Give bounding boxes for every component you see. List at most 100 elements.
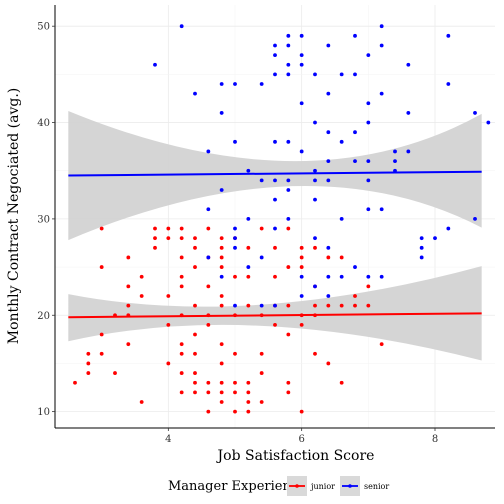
data-point-junior [259, 400, 264, 404]
data-point-junior [219, 400, 224, 404]
data-point-junior [273, 274, 277, 279]
x-ticks: 4 6 8 [165, 428, 438, 445]
data-point-junior [299, 265, 304, 269]
data-point-senior [233, 139, 237, 144]
data-point-junior [286, 303, 291, 308]
data-point-junior [139, 274, 144, 279]
data-point-senior [326, 91, 331, 96]
data-point-senior [206, 255, 211, 260]
data-point-junior [166, 294, 171, 298]
trend-lines [68, 170, 482, 319]
data-point-senior [313, 120, 317, 125]
data-point-junior [219, 245, 224, 250]
data-point-senior [379, 43, 384, 48]
data-point-senior [406, 111, 411, 115]
data-point-senior [446, 226, 451, 231]
data-point-senior [366, 120, 371, 125]
data-point-senior [419, 236, 424, 241]
confidence-bands [68, 110, 482, 361]
legend-key-senior [340, 476, 360, 496]
data-point-junior [259, 371, 264, 375]
data-point-senior [246, 168, 251, 173]
data-point-junior [113, 371, 117, 375]
data-point-junior [73, 380, 77, 385]
data-point-junior [193, 265, 197, 269]
y-ticks: 10 20 30 40 50 [37, 22, 55, 418]
data-point-senior [366, 159, 371, 163]
data-point-senior [286, 43, 291, 48]
data-point-junior [166, 361, 171, 366]
data-point-junior [246, 390, 251, 395]
data-point-senior [393, 149, 397, 154]
data-point-junior [166, 226, 171, 231]
data-point-junior [299, 255, 304, 260]
data-point-junior [339, 303, 344, 308]
data-point-senior [353, 265, 357, 269]
data-point-senior [273, 303, 277, 308]
data-point-junior [166, 236, 171, 241]
data-point-junior [313, 303, 317, 308]
data-point-junior [326, 303, 331, 308]
y-tick-label: 40 [37, 118, 50, 129]
data-point-junior [193, 351, 197, 356]
data-point-senior [246, 265, 251, 269]
data-point-junior [86, 351, 91, 356]
data-point-junior [219, 236, 224, 241]
data-point-junior [246, 245, 251, 250]
data-point-senior [353, 33, 357, 38]
data-point-senior [233, 303, 237, 308]
x-axis-label: Job Satisfaction Score [216, 448, 375, 464]
data-point-junior [299, 322, 304, 327]
data-point-junior [139, 294, 144, 298]
y-axis-label: Monthly Contract Negociated (avg.) [6, 88, 22, 345]
data-point-junior [246, 303, 251, 308]
data-point-senior [353, 72, 357, 77]
data-point-junior [206, 226, 211, 231]
y-tick-label: 10 [37, 407, 50, 418]
data-point-junior [193, 390, 197, 395]
data-point-senior [259, 303, 264, 308]
data-point-senior [193, 91, 197, 96]
data-point-junior [233, 351, 237, 356]
x-tick-label: 4 [165, 434, 171, 445]
data-point-senior [299, 53, 304, 58]
data-point-senior [219, 111, 224, 115]
data-point-junior [366, 303, 371, 308]
data-point-junior [313, 245, 317, 250]
data-point-junior [286, 390, 291, 395]
data-point-senior [233, 82, 237, 86]
data-point-senior [326, 130, 331, 135]
data-point-junior [153, 245, 157, 250]
x-tick-label: 6 [298, 434, 304, 445]
x-tick-label: 8 [432, 434, 438, 445]
data-point-senior [419, 245, 424, 250]
confidence-band-junior [68, 266, 482, 361]
data-point-junior [299, 409, 304, 414]
data-point-senior [433, 236, 437, 241]
data-point-junior [299, 245, 304, 250]
data-point-junior [233, 380, 237, 385]
data-point-senior [219, 188, 224, 192]
data-point-junior [339, 255, 344, 260]
data-point-junior [179, 371, 184, 375]
data-point-junior [99, 332, 104, 337]
data-point-senior [246, 217, 251, 221]
data-point-junior [193, 303, 197, 308]
data-point-senior [313, 72, 317, 77]
data-point-senior [286, 62, 291, 67]
data-point-senior [299, 62, 304, 67]
data-point-junior [139, 400, 144, 404]
data-point-junior [246, 409, 251, 414]
data-point-junior [126, 342, 131, 347]
data-point-junior [193, 332, 197, 337]
data-point-senior [313, 197, 317, 202]
data-point-junior [193, 245, 197, 250]
data-point-junior [273, 245, 277, 250]
data-point-junior [259, 351, 264, 356]
data-point-junior [179, 351, 184, 356]
data-point-junior [233, 274, 237, 279]
data-point-senior [286, 178, 291, 183]
data-point-senior [299, 294, 304, 298]
data-point-senior [273, 226, 277, 231]
